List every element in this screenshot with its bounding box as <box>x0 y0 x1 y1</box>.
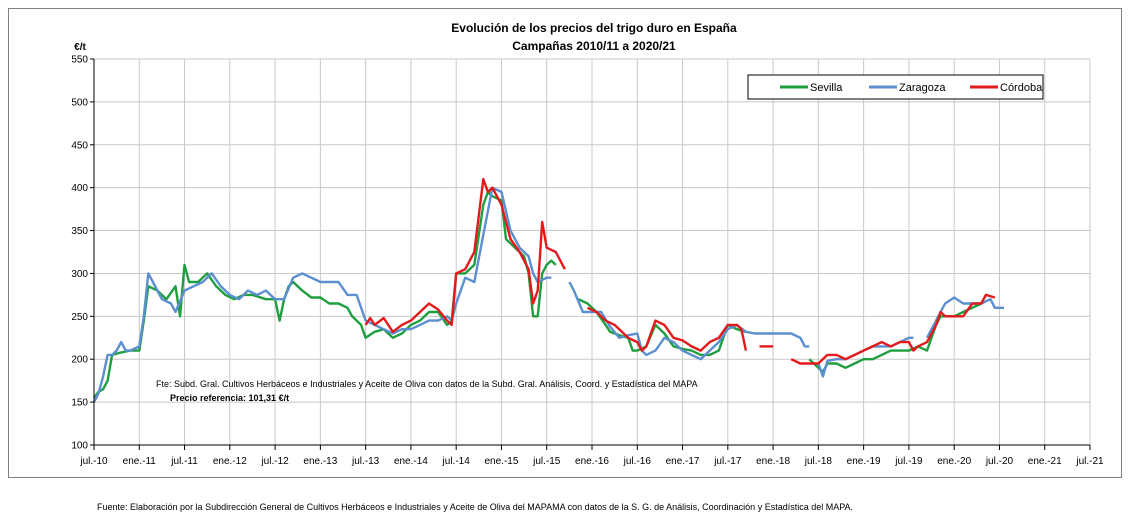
y-tick-label: 300 <box>71 269 88 280</box>
x-tick-label: ene.-13 <box>303 456 337 467</box>
x-tick-label: jul.-15 <box>532 456 561 467</box>
series-layer <box>92 177 1004 403</box>
x-tick-label: ene.-21 <box>1028 456 1062 467</box>
x-tick-label: ene.-11 <box>123 456 157 467</box>
y-tick-label: 400 <box>71 183 88 194</box>
series-line-zaragoza <box>568 281 810 361</box>
x-tick-label: jul.-14 <box>442 456 471 467</box>
annotation-source: Fte: Subd. Gral. Cultivos Herbáceos e In… <box>156 379 698 389</box>
axis-layer: 100 150 200 250 300 350 400 450 500 550 jul.-10 ene… <box>71 55 1104 468</box>
series-line-crdoba <box>364 177 566 333</box>
y-tick-label: 200 <box>71 355 88 366</box>
footnote: Fuente: Elaboración por la Subdirección … <box>97 502 854 512</box>
legend-label-zaragoza: Zaragoza <box>899 82 946 94</box>
x-tick-label: jul.-16 <box>623 456 652 467</box>
y-tick-label: 250 <box>71 312 88 323</box>
series-line-sevilla <box>577 298 747 357</box>
x-tick-label: ene.-16 <box>575 456 609 467</box>
x-tick-label: jul.-17 <box>713 456 742 467</box>
x-tick-label: jul.-11 <box>170 456 198 467</box>
legend-label-crdoba: Córdoba <box>1000 82 1043 94</box>
series-line-zaragoza <box>92 186 552 403</box>
chart-subtitle: Campañas 2010/11 a 2020/21 <box>512 39 676 53</box>
chart-title: Evolución de los precios del trigo duro … <box>451 21 737 35</box>
y-tick-label: 350 <box>71 226 88 237</box>
y-tick-label: 100 <box>71 441 88 452</box>
x-tick-label: jul.-18 <box>804 456 833 467</box>
y-tick-label: 150 <box>71 398 88 409</box>
x-tick-label: ene.-14 <box>394 456 428 467</box>
x-tick-label: ene.-15 <box>484 456 518 467</box>
y-tick-label: 550 <box>71 55 88 66</box>
x-tick-label: ene.-17 <box>666 456 700 467</box>
x-tick-label: jul.-19 <box>894 456 923 467</box>
x-tick-label: jul.-21 <box>1075 456 1104 467</box>
x-tick-label: ene.-18 <box>756 456 790 467</box>
x-tick-label: jul.-10 <box>79 456 108 467</box>
annotation-reference-price: Precio referencia: 101,31 €/t <box>170 393 289 403</box>
y-tick-label: 500 <box>71 97 88 108</box>
series-line-crdoba <box>790 293 996 365</box>
x-tick-label: ene.-20 <box>937 456 971 467</box>
legend: Sevilla Zaragoza Córdoba <box>747 74 1044 100</box>
y-axis-label: €/t <box>74 42 86 53</box>
x-tick-label: jul.-12 <box>260 456 289 467</box>
x-tick-label: ene.-12 <box>213 456 247 467</box>
series-line-crdoba <box>586 306 748 352</box>
series-line-sevilla <box>93 190 557 399</box>
x-tick-label: jul.-13 <box>351 456 380 467</box>
series-line-sevilla <box>808 302 982 374</box>
x-tick-label: jul.-20 <box>985 456 1014 467</box>
legend-label-sevilla: Sevilla <box>810 82 843 94</box>
y-tick-label: 450 <box>71 140 88 151</box>
x-tick-label: ene.-19 <box>847 456 881 467</box>
